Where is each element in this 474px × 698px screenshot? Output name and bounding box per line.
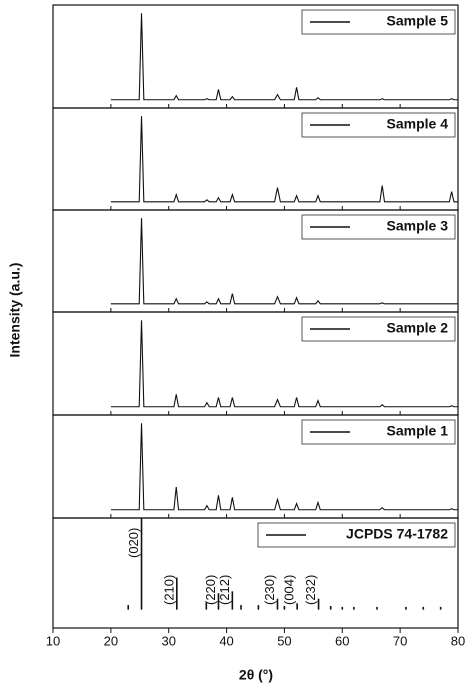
x-tick-label: 60: [335, 633, 349, 648]
peak-label: (212): [217, 575, 232, 605]
xrd-line: [110, 320, 458, 408]
x-tick-label: 10: [46, 633, 60, 648]
peak-label: (220): [203, 575, 218, 605]
x-axis-label: 2θ (°): [239, 667, 273, 683]
xrd-line: [110, 13, 458, 101]
legend-label: Sample 4: [387, 116, 449, 132]
peak-label: (232): [303, 575, 318, 605]
panel-frame: [52, 517, 459, 629]
x-tick-label: 40: [219, 633, 233, 648]
x-tick-label: 30: [161, 633, 175, 648]
peak-label: (210): [161, 575, 176, 605]
peak-label: (020): [126, 528, 141, 558]
legend-label: Sample 3: [387, 218, 449, 234]
x-tick-label: 20: [104, 633, 118, 648]
legend-label: JCPDS 74-1782: [346, 526, 448, 542]
x-tick-label: 80: [451, 633, 465, 648]
xrd-line: [110, 423, 458, 511]
xrd-line: [110, 218, 458, 305]
legend-label: Sample 1: [387, 423, 449, 439]
peak-label: (004): [282, 575, 297, 605]
legend-box: [301, 9, 456, 35]
legend-label: Sample 5: [387, 13, 449, 29]
peak-label: (230): [262, 575, 277, 605]
xrd-line: [110, 116, 458, 203]
y-axis-label: Intensity (a.u.): [7, 263, 23, 358]
legend-label: Sample 2: [387, 320, 449, 336]
x-tick-label: 50: [277, 633, 291, 648]
x-tick-label: 70: [393, 633, 407, 648]
